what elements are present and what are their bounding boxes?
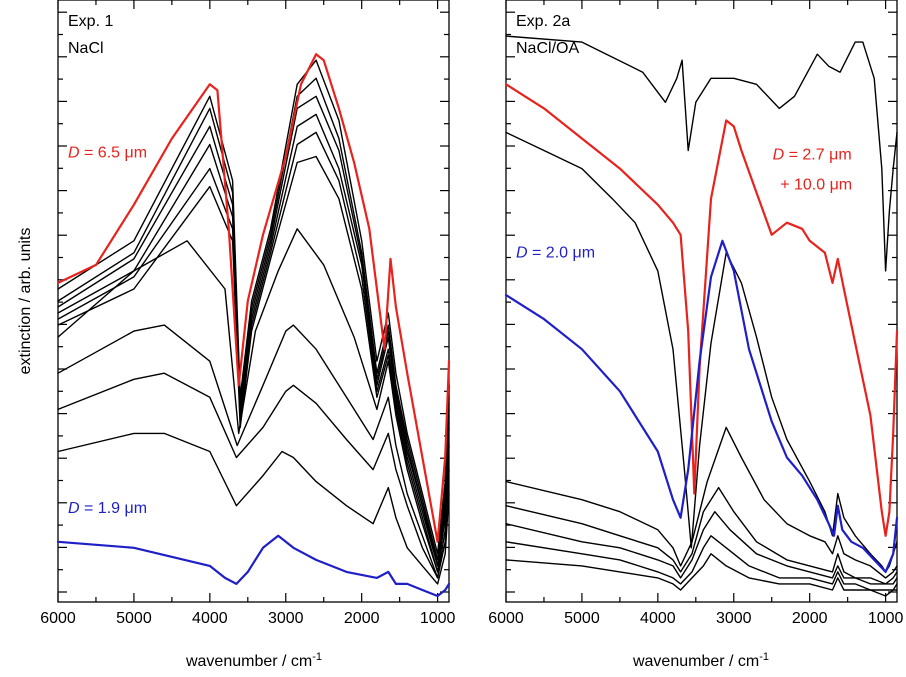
panel-title: Exp. 1 — [68, 13, 113, 30]
series-line — [57, 113, 450, 567]
annotation-value: = 6.5 μm — [80, 145, 147, 162]
annotation-label: D = 6.5 μm — [68, 145, 147, 162]
x-tick-label: 1000 — [420, 610, 456, 627]
x-axis-title-right: wavenumber / cm-1 — [632, 651, 769, 670]
series-line — [505, 553, 898, 597]
series-line — [57, 372, 450, 579]
x-axis-title-text: wavenumber / cm — [185, 653, 312, 670]
ticks-group: 6000 5000 4000 3000 2000 1000 — [488, 0, 904, 627]
x-tick-label: 4000 — [192, 610, 228, 627]
series-line — [57, 131, 450, 567]
x-tick-label: 5000 — [564, 610, 600, 627]
x-axis-title-sup: -1 — [759, 651, 769, 663]
x-tick-label: 4000 — [640, 610, 676, 627]
annotation-label: D = 2.7 μm — [773, 147, 852, 164]
x-tick-label: 2000 — [792, 610, 828, 627]
series-line-highlight — [56, 534, 451, 598]
x-axis-title-text: wavenumber / cm — [632, 653, 759, 670]
x-tick-label: 3000 — [716, 610, 752, 627]
annotation-value: = 2.7 μm — [784, 147, 851, 164]
series-line — [57, 155, 450, 573]
panel-exp2a: 6000 5000 4000 3000 2000 1000 Exp. 2a NaCl/OA… — [488, 0, 904, 627]
annotation-label: D = 2.0 μm — [516, 245, 595, 262]
series-line — [505, 535, 898, 591]
annotation-symbol: D — [68, 500, 80, 517]
series-line-highlight — [504, 83, 899, 537]
annotation-label: D = 1.9 μm — [68, 500, 147, 517]
panel-exp1: 6000 5000 4000 3000 2000 1000 Exp. 1 NaCl D =… — [40, 0, 456, 627]
x-tick-label: 5000 — [116, 610, 152, 627]
series-line — [505, 486, 898, 585]
x-axis-title-sup: -1 — [312, 651, 322, 663]
series-line — [57, 324, 450, 579]
series-line — [505, 511, 898, 585]
ticks-group: 6000 5000 4000 3000 2000 1000 — [40, 0, 456, 627]
annotation-value: + 10.0 μm — [780, 177, 852, 194]
annotation-value: = 2.0 μm — [528, 245, 595, 262]
annotation-symbol: D — [773, 147, 785, 164]
panel-title: Exp. 2a — [516, 13, 570, 30]
y-axis-title: extinction / arb. units — [17, 228, 34, 375]
series-group — [56, 53, 451, 598]
x-tick-label: 6000 — [488, 610, 524, 627]
x-tick-label: 1000 — [868, 610, 904, 627]
series-line-highlight — [504, 239, 899, 573]
x-tick-label: 2000 — [344, 610, 380, 627]
x-axis-title-left: wavenumber / cm-1 — [185, 651, 322, 670]
series-group — [504, 35, 899, 597]
x-tick-label: 3000 — [268, 610, 304, 627]
series-line — [505, 131, 898, 573]
annotations-group: D = 2.7 μm + 10.0 μm D = 2.0 μm — [516, 147, 852, 262]
series-line — [57, 77, 450, 561]
panel-subtitle: NaCl — [68, 40, 104, 57]
annotation-symbol: D — [516, 245, 528, 262]
plot-frame — [505, 0, 898, 603]
annotation-label: + 10.0 μm — [780, 177, 852, 194]
series-line — [57, 228, 450, 573]
annotation-symbol: D — [68, 145, 80, 162]
series-line — [505, 35, 898, 272]
annotations-group: D = 6.5 μmD = 1.9 μm — [68, 145, 147, 517]
series-line — [505, 426, 898, 579]
x-tick-label: 6000 — [40, 610, 76, 627]
panel-subtitle: NaCl/OA — [516, 40, 579, 57]
series-line — [57, 59, 450, 555]
annotation-value: = 1.9 μm — [80, 500, 147, 517]
series-line — [57, 432, 450, 585]
series-line-highlight — [56, 53, 451, 543]
